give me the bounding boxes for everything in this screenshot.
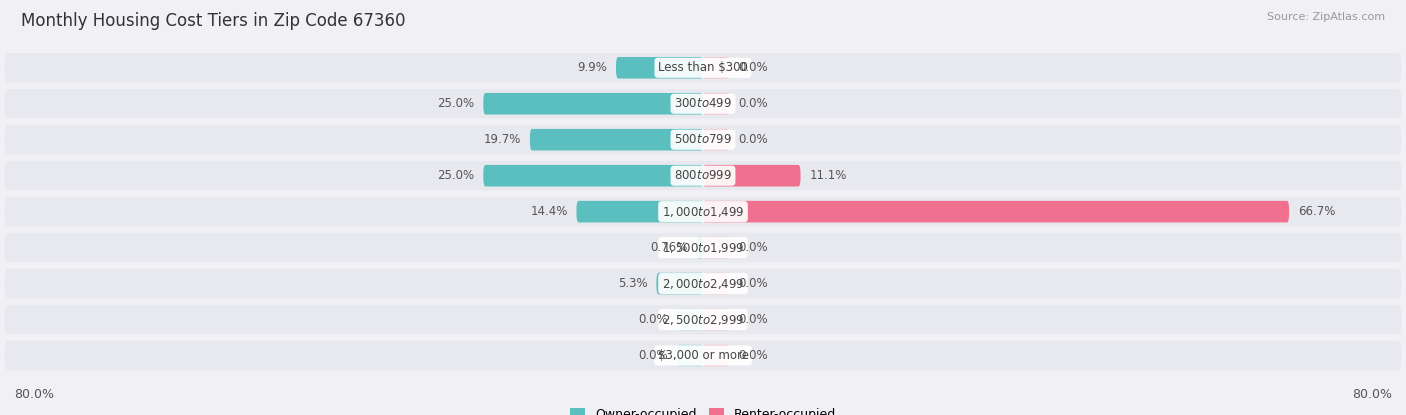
Text: 25.0%: 25.0% — [437, 169, 475, 182]
Text: 80.0%: 80.0% — [1353, 388, 1392, 401]
FancyBboxPatch shape — [703, 309, 730, 330]
Text: 0.0%: 0.0% — [738, 61, 768, 74]
FancyBboxPatch shape — [696, 237, 703, 259]
FancyBboxPatch shape — [4, 161, 1402, 190]
FancyBboxPatch shape — [676, 345, 703, 366]
Text: 80.0%: 80.0% — [14, 388, 53, 401]
FancyBboxPatch shape — [703, 345, 730, 366]
FancyBboxPatch shape — [676, 309, 703, 330]
FancyBboxPatch shape — [703, 273, 730, 294]
FancyBboxPatch shape — [703, 129, 730, 151]
Text: $3,000 or more: $3,000 or more — [658, 349, 748, 362]
FancyBboxPatch shape — [4, 53, 1402, 83]
Text: 0.0%: 0.0% — [738, 241, 768, 254]
Text: Monthly Housing Cost Tiers in Zip Code 67360: Monthly Housing Cost Tiers in Zip Code 6… — [21, 12, 405, 30]
FancyBboxPatch shape — [703, 165, 800, 186]
Text: 0.0%: 0.0% — [738, 133, 768, 146]
Legend: Owner-occupied, Renter-occupied: Owner-occupied, Renter-occupied — [565, 403, 841, 415]
FancyBboxPatch shape — [703, 237, 730, 259]
Text: 0.0%: 0.0% — [738, 313, 768, 326]
Text: $2,500 to $2,999: $2,500 to $2,999 — [662, 312, 744, 327]
Text: 0.0%: 0.0% — [638, 349, 668, 362]
FancyBboxPatch shape — [703, 201, 1289, 222]
Text: $1,000 to $1,499: $1,000 to $1,499 — [662, 205, 744, 219]
Text: 19.7%: 19.7% — [484, 133, 522, 146]
Text: 9.9%: 9.9% — [578, 61, 607, 74]
FancyBboxPatch shape — [530, 129, 703, 151]
Text: 66.7%: 66.7% — [1298, 205, 1336, 218]
FancyBboxPatch shape — [484, 165, 703, 186]
FancyBboxPatch shape — [703, 93, 730, 115]
Text: 0.0%: 0.0% — [738, 277, 768, 290]
Text: $300 to $499: $300 to $499 — [673, 97, 733, 110]
FancyBboxPatch shape — [4, 305, 1402, 334]
Text: 11.1%: 11.1% — [810, 169, 846, 182]
Text: $1,500 to $1,999: $1,500 to $1,999 — [662, 241, 744, 255]
Text: Less than $300: Less than $300 — [658, 61, 748, 74]
FancyBboxPatch shape — [4, 125, 1402, 154]
FancyBboxPatch shape — [703, 57, 730, 78]
Text: 0.76%: 0.76% — [651, 241, 688, 254]
Text: 5.3%: 5.3% — [619, 277, 648, 290]
Text: 0.0%: 0.0% — [738, 349, 768, 362]
Text: $500 to $799: $500 to $799 — [673, 133, 733, 146]
FancyBboxPatch shape — [4, 269, 1402, 298]
FancyBboxPatch shape — [657, 273, 703, 294]
Text: $2,000 to $2,499: $2,000 to $2,499 — [662, 276, 744, 290]
FancyBboxPatch shape — [484, 93, 703, 115]
Text: Source: ZipAtlas.com: Source: ZipAtlas.com — [1267, 12, 1385, 22]
Text: 14.4%: 14.4% — [530, 205, 568, 218]
FancyBboxPatch shape — [4, 197, 1402, 227]
FancyBboxPatch shape — [576, 201, 703, 222]
FancyBboxPatch shape — [616, 57, 703, 78]
Text: $800 to $999: $800 to $999 — [673, 169, 733, 182]
FancyBboxPatch shape — [4, 341, 1402, 370]
FancyBboxPatch shape — [4, 233, 1402, 262]
FancyBboxPatch shape — [4, 89, 1402, 119]
Text: 0.0%: 0.0% — [638, 313, 668, 326]
Text: 0.0%: 0.0% — [738, 97, 768, 110]
Text: 25.0%: 25.0% — [437, 97, 475, 110]
